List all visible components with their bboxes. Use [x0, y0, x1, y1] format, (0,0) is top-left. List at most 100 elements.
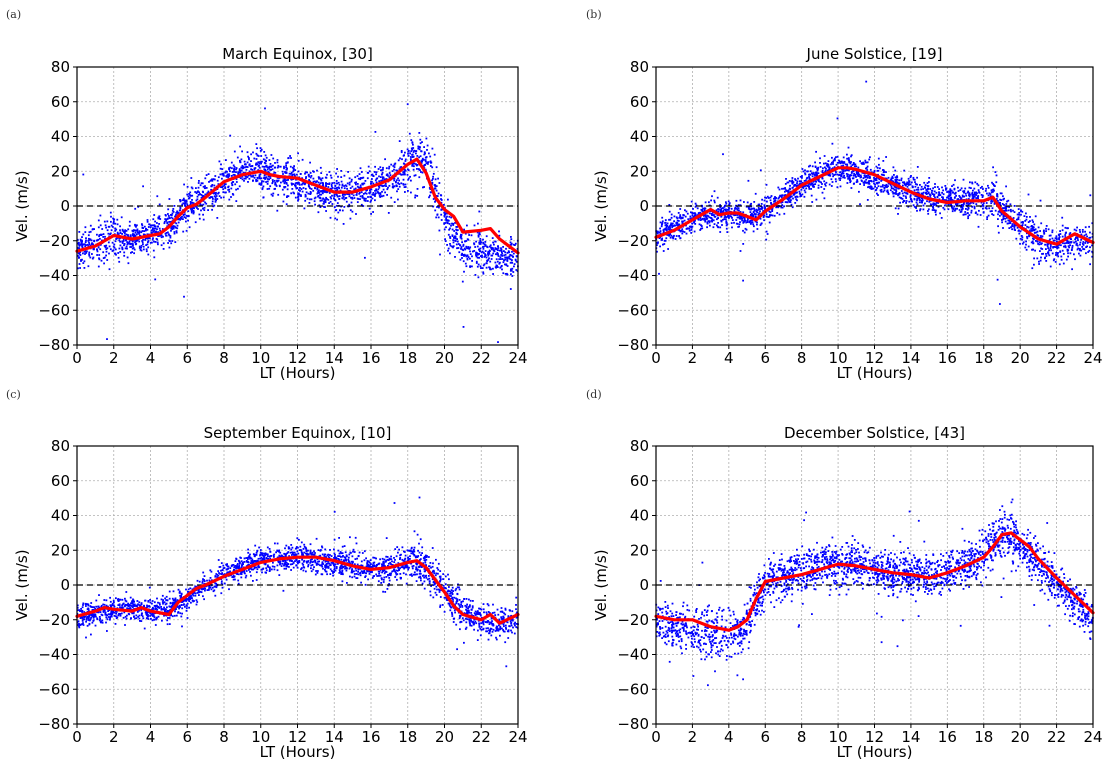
chart-0-scatter-point	[119, 251, 122, 253]
chart-1-scatter-point	[913, 191, 916, 194]
chart-0-scatter-point	[222, 174, 225, 177]
chart-1-scatter-point	[859, 176, 862, 179]
chart-0-scatter-point	[443, 223, 446, 225]
chart-0-scatter-point	[317, 195, 319, 198]
chart-1-scatter-point	[971, 193, 974, 195]
chart-1-scatter-point	[947, 190, 950, 193]
chart-0-scatter-point	[175, 218, 178, 221]
chart-1-scatter-point	[760, 206, 763, 208]
chart-1-scatter-point	[807, 180, 810, 183]
chart-0-scatter-point	[354, 181, 356, 184]
chart-0-scatter-point	[263, 161, 266, 164]
chart-0-scatter-point	[242, 167, 244, 169]
chart-1-scatter-point	[966, 208, 969, 211]
chart-0-scatter-point	[264, 162, 267, 165]
chart-0-scatter-point	[91, 242, 93, 245]
chart-1-scatter-point	[1013, 222, 1016, 225]
chart-0-scatter-point	[88, 243, 91, 246]
chart-1-scatter-point	[1000, 213, 1003, 215]
chart-1-scatter-point	[808, 181, 810, 184]
chart-0-scatter-point	[369, 185, 372, 188]
chart-0-scatter-point	[179, 212, 181, 215]
chart-0-scatter-point	[378, 175, 380, 178]
chart-0-scatter-point	[232, 164, 235, 167]
chart-0-scatter-point	[133, 239, 136, 241]
chart-1-scatter-point	[660, 238, 663, 241]
chart-1-scatter-point	[965, 198, 968, 201]
chart-0-scatter-point	[322, 182, 324, 185]
chart-1-scatter-point	[790, 199, 792, 201]
chart-1-scatter-point	[905, 197, 907, 199]
chart-0-scatter-point	[91, 243, 93, 246]
chart-1-scatter-point	[1086, 245, 1088, 248]
chart-1-scatter-point	[815, 150, 817, 153]
chart-0-scatter-point	[118, 247, 121, 250]
chart-0-scatter-point	[421, 159, 424, 161]
chart-0-scatter-point	[401, 158, 403, 161]
chart-1-scatter-point	[894, 185, 897, 187]
chart-1-scatter-point	[863, 163, 865, 165]
chart-0-scatter-point	[342, 193, 344, 196]
chart-1-scatter-point	[929, 195, 932, 197]
chart-1-scatter-point	[950, 196, 953, 199]
chart-1-scatter-point	[711, 218, 714, 221]
chart-1-scatter-point	[755, 210, 758, 213]
chart-1-scatter-point	[904, 195, 907, 198]
chart-0-scatter-point	[81, 247, 84, 249]
chart-0-scatter-point	[131, 239, 134, 242]
chart-0-scatter-point	[337, 175, 339, 178]
chart-0-scatter-point	[267, 166, 270, 169]
chart-1-scatter-point	[808, 186, 810, 189]
chart-0-scatter-point	[505, 263, 508, 266]
chart-0-scatter-point	[144, 229, 147, 232]
chart-1-scatter-point	[868, 180, 870, 182]
chart-0-scatter-point	[266, 188, 269, 190]
chart-0-scatter-point	[482, 246, 484, 248]
chart-1-scatter-point	[960, 201, 962, 204]
chart-0-scatter-point	[316, 180, 318, 183]
chart-1-scatter-point	[1077, 239, 1079, 242]
chart-0-scatter-point	[93, 228, 95, 230]
chart-0-scatter-point	[86, 243, 89, 246]
chart-1-scatter-point	[848, 179, 851, 181]
chart-0-scatter-point	[145, 250, 148, 253]
chart-0-y-tick-label: −40	[38, 267, 70, 285]
chart-1-scatter-point	[695, 204, 698, 207]
chart-0-scatter-point	[488, 228, 491, 231]
chart-0-scatter-point	[231, 184, 234, 187]
chart-0-scatter-point	[462, 245, 465, 247]
chart-1-scatter-point	[736, 214, 739, 216]
chart-0-scatter-point	[196, 201, 199, 204]
chart-1-scatter-point	[950, 198, 952, 201]
chart-1-scatter-point	[1083, 248, 1086, 251]
chart-0-scatter-point	[166, 222, 169, 225]
chart-1-scatter-point	[927, 210, 929, 212]
chart-1-scatter-point	[929, 193, 931, 196]
chart-0-scatter-point	[166, 225, 169, 228]
chart-0-scatter-point	[128, 238, 131, 241]
chart-0-scatter-point	[138, 232, 140, 235]
chart-1-scatter-point	[1036, 240, 1039, 243]
chart-0-scatter-point	[418, 146, 421, 148]
chart-0-scatter-point	[398, 185, 401, 188]
chart-0-scatter-point	[411, 153, 414, 156]
chart-0-scatter-point	[246, 151, 249, 154]
chart-0-scatter-point	[322, 188, 325, 190]
chart-0-scatter-point	[105, 244, 108, 247]
chart-0-scatter-point	[500, 254, 502, 256]
chart-1-scatter-point	[1021, 238, 1024, 241]
chart-1-scatter-point	[896, 176, 899, 178]
chart-1-scatter-point	[760, 222, 763, 225]
chart-0-scatter-point	[185, 208, 187, 211]
chart-0-scatter-point	[219, 173, 222, 176]
chart-1-scatter-point	[713, 210, 715, 212]
chart-1-scatter-point	[805, 179, 807, 182]
chart-0-scatter-point	[80, 260, 82, 262]
chart-0-scatter-point	[323, 205, 325, 208]
chart-0-scatter-point	[366, 200, 369, 202]
chart-1-scatter-point	[933, 195, 935, 197]
chart-1-scatter-point	[961, 205, 963, 208]
chart-0-scatter-point	[381, 173, 383, 176]
chart-0-scatter-point	[187, 195, 190, 198]
chart-1-scatter-point	[867, 182, 870, 185]
